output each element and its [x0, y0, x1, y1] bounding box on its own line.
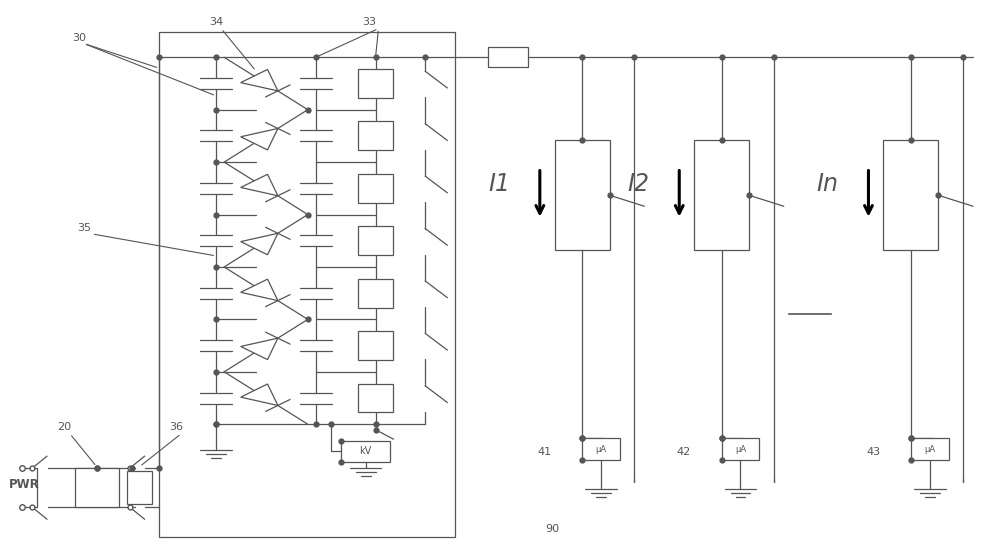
- Bar: [341, 441, 390, 462]
- Bar: [911, 438, 949, 460]
- Bar: [358, 174, 393, 203]
- Text: 30: 30: [72, 33, 86, 43]
- Bar: [358, 331, 393, 360]
- Text: In: In: [817, 172, 839, 196]
- Text: 34: 34: [209, 17, 223, 27]
- Text: 33: 33: [363, 17, 377, 27]
- Bar: [127, 471, 152, 504]
- Bar: [358, 69, 393, 98]
- Text: 90: 90: [545, 524, 559, 534]
- Text: I2: I2: [627, 172, 649, 196]
- Polygon shape: [241, 128, 278, 150]
- Text: 36: 36: [169, 422, 183, 432]
- Text: 42: 42: [677, 446, 691, 456]
- Bar: [488, 47, 528, 67]
- Bar: [582, 438, 620, 460]
- Bar: [159, 32, 455, 537]
- Polygon shape: [241, 384, 278, 405]
- Bar: [358, 279, 393, 307]
- Bar: [358, 122, 393, 150]
- Text: PWR: PWR: [9, 478, 40, 491]
- Bar: [722, 438, 759, 460]
- Bar: [358, 226, 393, 255]
- Polygon shape: [241, 234, 278, 255]
- Bar: [694, 140, 749, 250]
- Bar: [555, 140, 610, 250]
- Text: 43: 43: [866, 446, 880, 456]
- Text: kV: kV: [359, 446, 372, 456]
- Bar: [75, 468, 119, 507]
- Text: μA: μA: [596, 445, 607, 454]
- Text: 20: 20: [57, 422, 71, 432]
- Polygon shape: [241, 175, 278, 196]
- Bar: [883, 140, 938, 250]
- Polygon shape: [241, 70, 278, 91]
- Polygon shape: [241, 279, 278, 301]
- Text: 35: 35: [77, 223, 91, 233]
- Text: μA: μA: [924, 445, 935, 454]
- Text: I1: I1: [488, 172, 510, 196]
- Polygon shape: [241, 338, 278, 360]
- Text: μA: μA: [735, 445, 746, 454]
- Bar: [358, 384, 393, 413]
- Text: 41: 41: [537, 446, 551, 456]
